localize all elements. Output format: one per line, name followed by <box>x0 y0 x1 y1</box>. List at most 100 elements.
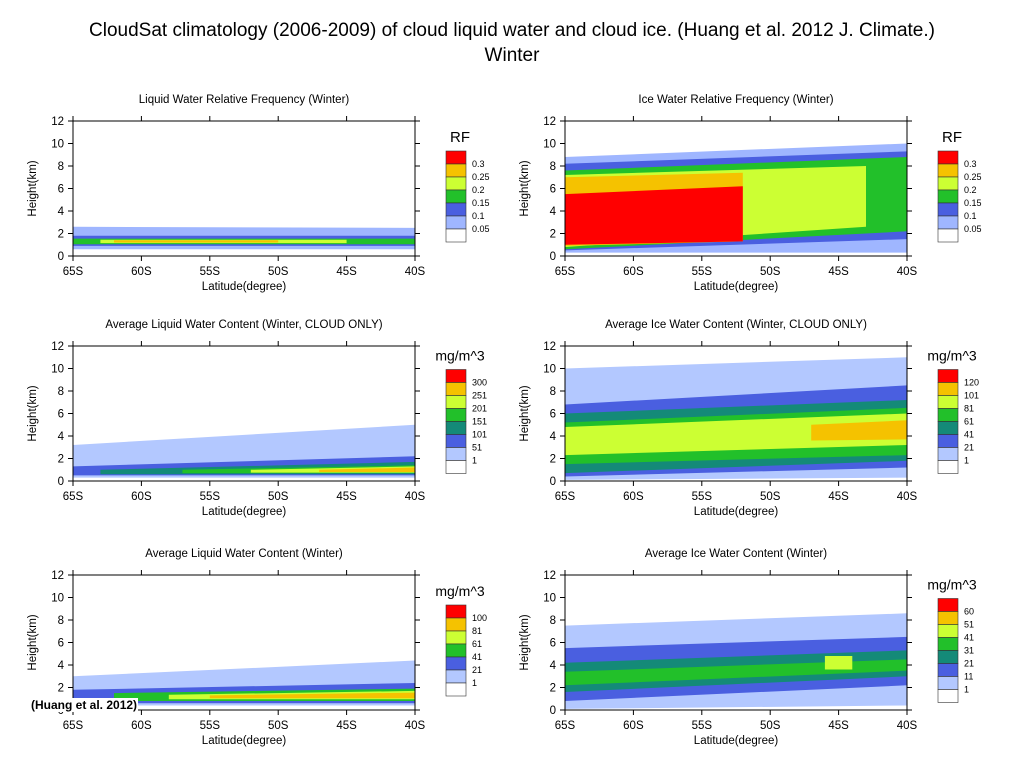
x-tick-label: 45S <box>336 266 357 278</box>
colorbar-label: 1 <box>964 685 969 695</box>
colorbar-swatch <box>937 215 959 230</box>
x-axis-label: Latitude(degree) <box>202 281 287 293</box>
x-tick-label: 65S <box>63 266 84 278</box>
x-axis-label: Latitude(degree) <box>202 735 287 747</box>
y-tick-label: 12 <box>543 570 556 582</box>
citation-label: (Huang et al. 2012) <box>30 698 139 712</box>
x-tick-label: 50S <box>760 720 781 732</box>
x-tick-label: 55S <box>692 491 713 503</box>
colorbar-label: 81 <box>964 404 974 414</box>
y-tick-label: 10 <box>51 364 64 376</box>
y-tick-label: 2 <box>550 229 556 241</box>
y-tick-label: 8 <box>58 386 64 398</box>
y-tick-label: 4 <box>58 431 65 443</box>
y-tick-label: 12 <box>543 116 556 128</box>
colorbar-swatch <box>445 434 467 448</box>
colorbar-swatch <box>445 617 467 632</box>
colorbar-swatch <box>445 369 467 383</box>
x-tick-label: 45S <box>336 491 357 503</box>
contour-level-5 <box>824 656 853 670</box>
y-axis-label: Height(km) <box>27 160 39 216</box>
y-tick-label: 4 <box>58 660 65 672</box>
x-tick-label: 50S <box>268 720 289 732</box>
y-axis-label: Height(km) <box>519 160 531 216</box>
y-axis-label: Height(km) <box>27 614 39 670</box>
slide-title-line-2: Winter <box>484 45 540 66</box>
contour-layers <box>73 424 415 478</box>
y-tick-label: 4 <box>550 206 557 218</box>
x-axis-label: Latitude(degree) <box>202 506 287 518</box>
colorbar-label: 101 <box>472 430 487 440</box>
y-tick-label: 2 <box>58 683 64 695</box>
y-tick-label: 0 <box>550 476 556 488</box>
y-tick-label: 6 <box>550 184 556 196</box>
colorbar-label: 251 <box>472 391 487 401</box>
colorbar-swatch <box>937 408 959 422</box>
x-tick-label: 65S <box>555 491 576 503</box>
y-tick-label: 6 <box>550 638 556 650</box>
colorbar-label: 60 <box>964 607 974 617</box>
y-tick-label: 0 <box>58 251 64 263</box>
chart-title: Average Liquid Water Content (Winter, CL… <box>105 319 382 331</box>
contour-layers <box>565 143 907 253</box>
y-tick-label: 6 <box>58 638 64 650</box>
chart-title: Average Ice Water Content (Winter) <box>645 548 827 560</box>
colorbar-label: 101 <box>964 391 979 401</box>
colorbar-swatch <box>445 643 467 658</box>
colorbar-title: RF <box>450 129 470 146</box>
x-tick-label: 55S <box>200 720 221 732</box>
colorbar-swatch <box>445 682 467 697</box>
colorbar-label: 0.15 <box>964 198 982 208</box>
colorbar-label: 0.1 <box>964 211 977 221</box>
colorbar-swatch <box>937 202 959 217</box>
y-axis-label: Height(km) <box>519 385 531 441</box>
colorbar-swatch <box>445 189 467 204</box>
x-tick-label: 45S <box>828 491 849 503</box>
x-tick-label: 50S <box>268 491 289 503</box>
x-tick-label: 45S <box>336 720 357 732</box>
colorbar: 120 101 81 61 41 21 1 <box>937 369 979 474</box>
x-tick-label: 55S <box>200 491 221 503</box>
colorbar-label: 21 <box>964 659 974 669</box>
colorbar-swatch <box>445 604 467 619</box>
colorbar-label: 51 <box>964 620 974 630</box>
x-tick-label: 65S <box>63 720 84 732</box>
colorbar-label: 300 <box>472 378 487 388</box>
x-tick-label: 50S <box>268 266 289 278</box>
y-tick-label: 2 <box>58 454 64 466</box>
colorbar-label: 61 <box>472 639 482 649</box>
colorbar-swatch <box>445 163 467 178</box>
colorbar-swatch <box>445 202 467 217</box>
colorbar-swatch <box>445 447 467 461</box>
colorbar-label: 21 <box>472 665 482 675</box>
colorbar-swatch <box>445 395 467 409</box>
colorbar-swatch <box>937 189 959 204</box>
x-tick-label: 60S <box>623 720 644 732</box>
colorbar-title: mg/m^3 <box>435 348 485 364</box>
colorbar-swatch <box>445 382 467 396</box>
y-tick-label: 0 <box>58 476 64 488</box>
chart-title: Ice Water Relative Frequency (Winter) <box>638 94 833 106</box>
x-tick-label: 60S <box>131 720 152 732</box>
y-tick-label: 10 <box>543 139 556 151</box>
y-tick-label: 12 <box>51 570 64 582</box>
colorbar-swatch <box>937 676 959 690</box>
x-tick-label: 40S <box>405 491 426 503</box>
y-tick-label: 8 <box>550 615 556 627</box>
x-tick-label: 55S <box>200 266 221 278</box>
colorbar-label: 0.2 <box>964 185 977 195</box>
y-tick-label: 8 <box>550 161 556 173</box>
colorbar-swatch <box>445 669 467 684</box>
y-tick-label: 8 <box>58 615 64 627</box>
colorbar-swatch <box>937 650 959 664</box>
colorbar-swatch <box>445 176 467 191</box>
colorbar-swatch <box>445 150 467 165</box>
colorbar: 0.3 0.25 0.2 0.15 0.1 0.05 <box>445 150 490 243</box>
chart-title: Liquid Water Relative Frequency (Winter) <box>139 94 350 106</box>
colorbar-label: 0.15 <box>472 198 490 208</box>
x-tick-label: 40S <box>897 266 918 278</box>
colorbar-label: 61 <box>964 417 974 427</box>
contour-level-6 <box>565 186 743 245</box>
